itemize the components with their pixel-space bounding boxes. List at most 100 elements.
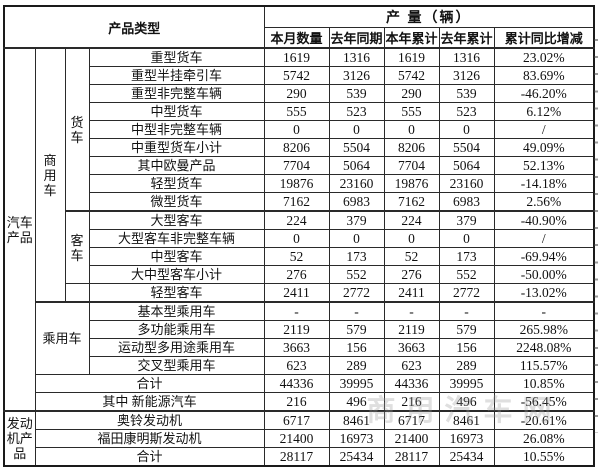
value-cell: / <box>493 120 595 139</box>
value-cell: 156 <box>328 338 385 357</box>
value-cell: 26.08% <box>493 429 595 448</box>
value-cell: / <box>493 229 595 248</box>
row-label: 福田康明斯发动机 <box>34 429 265 448</box>
value-cell: 2772 <box>438 283 495 303</box>
row-label: 运动型多用途乘用车 <box>88 338 265 357</box>
table-row: 发动机产品 奥铃发动机 6717 8461 6717 8461 -20.61% <box>3 410 595 467</box>
value-cell: 579 <box>438 320 495 339</box>
value-cell: 5064 <box>438 156 495 175</box>
value-cell: 8206 <box>263 138 330 157</box>
value-cell: 216 <box>383 392 440 412</box>
value-cell: 579 <box>328 320 385 339</box>
value-cell: 156 <box>438 338 495 357</box>
row-label: 其中欧曼产品 <box>88 156 265 175</box>
table-row: 重型半挂牵引车 5742 3126 5742 3126 83.69% <box>4 66 595 85</box>
table-row: 微型货车 7162 6983 7162 6983 2.56% <box>4 192 595 212</box>
group-trucks: 货车 <box>64 47 90 212</box>
table-row: 乘用车 基本型乘用车 - - - - - <box>4 301 595 375</box>
value-cell: -56.45% <box>493 392 595 412</box>
product-type-header: 产品类型 <box>3 5 265 49</box>
col-header-ytd: 本年累计 <box>383 27 440 49</box>
value-cell: - <box>438 301 495 321</box>
table-row: 合计 44336 39995 44336 39995 10.85% <box>4 374 595 393</box>
value-cell: 5504 <box>438 138 495 157</box>
value-cell: 539 <box>438 84 495 103</box>
value-cell: 52 <box>263 247 330 266</box>
value-cell: 2248.08% <box>493 338 595 357</box>
value-cell: 44336 <box>383 374 440 393</box>
value-cell: 3663 <box>263 338 330 357</box>
group-engine-products: 发动机产品 <box>3 410 36 467</box>
value-cell: 5742 <box>383 66 440 85</box>
value-cell: 0 <box>383 229 440 248</box>
row-label: 中型货车 <box>88 102 265 121</box>
value-cell: 6983 <box>438 192 495 212</box>
value-cell: 7162 <box>263 192 330 212</box>
table-row: 中型客车 52 173 52 173 -69.94% <box>4 247 595 266</box>
value-cell: - <box>383 301 440 321</box>
value-cell: 7704 <box>263 156 330 175</box>
col-header-last-year-ytd: 去年累计 <box>438 27 495 49</box>
value-cell: 0 <box>263 229 330 248</box>
value-cell: 19876 <box>383 174 440 193</box>
col-header-last-year-same-period: 去年同期 <box>328 27 385 49</box>
production-table: 产品类型 产 量（辆） 本月数量 去年同期 本年累计 去年累计 累计同比增减 汽… <box>3 5 595 467</box>
row-label: 中型非完整车辆 <box>88 120 265 139</box>
value-cell: 224 <box>263 210 330 230</box>
value-cell: 115.57% <box>493 356 595 375</box>
value-cell: 19876 <box>263 174 330 193</box>
value-cell: 290 <box>263 84 330 103</box>
table-row: 合计 28117 25434 28117 25434 10.55% <box>4 447 595 467</box>
value-cell: 25434 <box>438 447 495 467</box>
value-cell: 21400 <box>383 429 440 448</box>
row-label: 奥铃发动机 <box>34 410 265 430</box>
table-row: 轻型客车 2411 2772 2411 2772 -13.02% <box>4 283 595 303</box>
value-cell: 3126 <box>438 66 495 85</box>
value-cell: 0 <box>328 120 385 139</box>
table-row: 福田康明斯发动机 21400 16973 21400 16973 26.08% <box>4 429 595 448</box>
value-cell: 379 <box>438 210 495 230</box>
value-cell: 6717 <box>383 410 440 430</box>
value-cell: 2772 <box>328 283 385 303</box>
value-cell: 555 <box>383 102 440 121</box>
group-commercial-vehicles: 商用车 <box>34 47 66 303</box>
table-row: 客车 大型客车 224 379 224 379 -40.90% <box>4 210 595 284</box>
table-row: 其中欧曼产品 7704 5064 7704 5064 52.13% <box>4 156 595 175</box>
value-cell: 23.02% <box>493 47 595 67</box>
value-cell: 496 <box>438 392 495 412</box>
value-cell: 289 <box>438 356 495 375</box>
value-cell: 552 <box>328 265 385 284</box>
value-cell: 23160 <box>438 174 495 193</box>
row-label: 大中型客车小计 <box>88 265 265 284</box>
row-label: 轻型客车 <box>88 283 265 303</box>
value-cell: 49.09% <box>493 138 595 157</box>
value-cell: 5742 <box>263 66 330 85</box>
value-cell: 1316 <box>328 47 385 67</box>
value-cell: 10.55% <box>493 447 595 467</box>
value-cell: 0 <box>438 120 495 139</box>
row-label-total-engines: 合计 <box>34 447 265 467</box>
value-cell: 224 <box>383 210 440 230</box>
table-row: 多功能乘用车 2119 579 2119 579 265.98% <box>4 320 595 339</box>
col-header-yoy-change: 累计同比增减 <box>493 27 595 49</box>
table-row: 中型货车 555 523 555 523 6.12% <box>4 102 595 121</box>
row-label-new-energy: 其中 新能源汽车 <box>34 392 265 412</box>
value-cell: 25434 <box>328 447 385 467</box>
value-cell: 5504 <box>328 138 385 157</box>
value-cell: 16973 <box>328 429 385 448</box>
table-row: 其中 新能源汽车 216 496 216 496 -56.45% <box>4 392 595 412</box>
value-cell: 290 <box>383 84 440 103</box>
table-row: 运动型多用途乘用车 3663 156 3663 156 2248.08% <box>4 338 595 357</box>
row-label: 重型非完整车辆 <box>88 84 265 103</box>
row-label: 基本型乘用车 <box>88 301 265 321</box>
value-cell: 496 <box>328 392 385 412</box>
value-cell: 52 <box>383 247 440 266</box>
value-cell: 2119 <box>383 320 440 339</box>
value-cell: -13.02% <box>493 283 595 303</box>
value-cell: 552 <box>438 265 495 284</box>
row-label: 中型客车 <box>88 247 265 266</box>
value-cell: 216 <box>263 392 330 412</box>
value-cell: -40.90% <box>493 210 595 230</box>
value-cell: 39995 <box>328 374 385 393</box>
row-label: 多功能乘用车 <box>88 320 265 339</box>
